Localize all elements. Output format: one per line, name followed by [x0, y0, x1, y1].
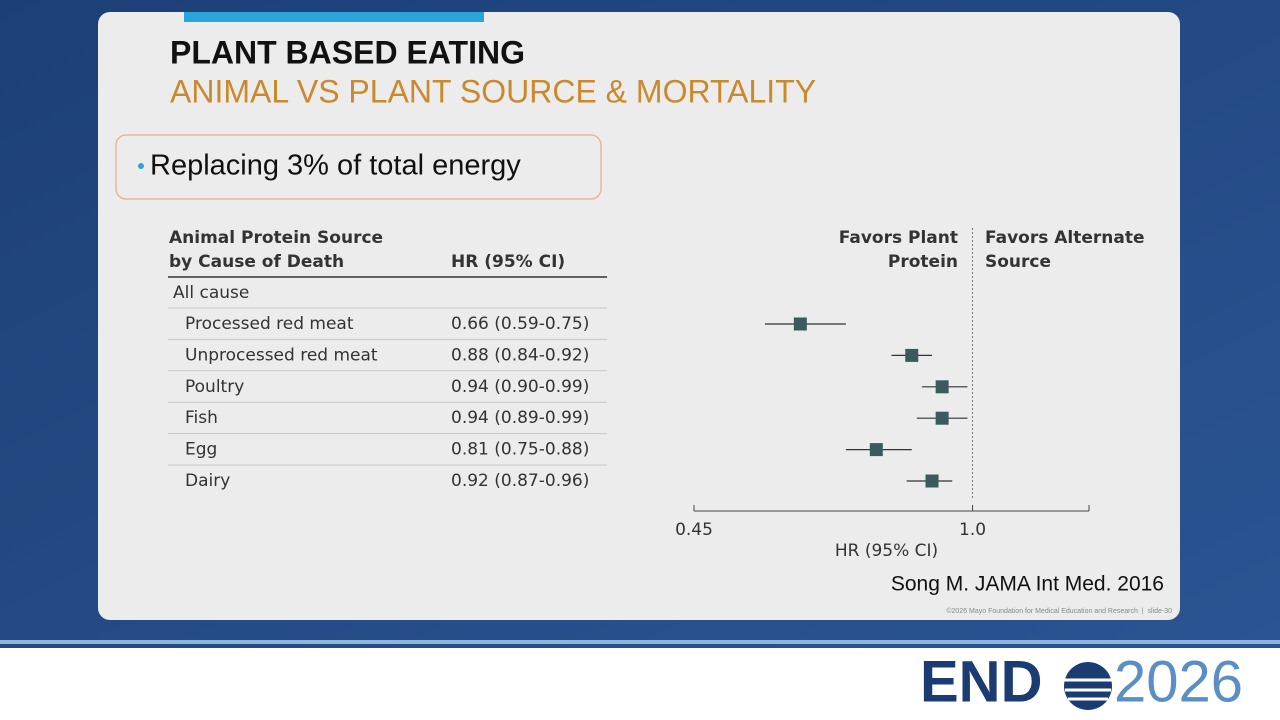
forest-plot: Animal Protein Source by Cause of Death HR…	[168, 228, 1145, 561]
point-estimate	[935, 380, 949, 394]
copyright: ©2026 Mayo Foundation for Medical Educat…	[946, 607, 1172, 615]
category-label: Processed red meat	[185, 314, 354, 334]
category-label: Egg	[185, 440, 217, 460]
value-label: 0.94 (0.89-0.99)	[451, 408, 589, 428]
bullet-box	[115, 134, 602, 200]
favors-right: Favors Alternate	[985, 228, 1145, 248]
favors-left: Protein	[888, 252, 958, 272]
point-estimate	[935, 411, 949, 425]
value-label: 0.92 (0.87-0.96)	[451, 471, 589, 491]
stripe	[0, 640, 1280, 644]
x-tick-label: 0.45	[675, 520, 713, 540]
category-label: Unprocessed red meat	[185, 345, 378, 365]
accent-bar	[184, 12, 484, 22]
point-estimate	[869, 443, 883, 457]
point-estimate	[793, 317, 807, 331]
value-label: 0.94 (0.90-0.99)	[451, 377, 589, 397]
favors-right: Source	[985, 252, 1051, 272]
bullet-text: Replacing 3% of total energy	[150, 150, 521, 182]
column-header: HR (95% CI)	[451, 252, 565, 272]
bullet-dot	[138, 163, 144, 169]
x-tick-label: 1.0	[959, 520, 986, 540]
favors-left: Favors Plant	[839, 228, 958, 248]
slide-subtitle: ANIMAL VS PLANT SOURCE & MORTALITY	[170, 73, 816, 109]
value-label: 0.88 (0.84-0.92)	[451, 345, 589, 365]
logo-globe	[1064, 662, 1112, 710]
column-header: by Cause of Death	[169, 252, 344, 272]
value-label: 0.66 (0.59-0.75)	[451, 314, 589, 334]
category-label: Poultry	[185, 377, 244, 397]
column-header: Animal Protein Source	[169, 228, 383, 248]
value-label: 0.81 (0.75-0.88)	[451, 440, 589, 460]
x-axis-label: HR (95% CI)	[835, 541, 938, 561]
logo-text: END	[920, 649, 1042, 714]
point-estimate	[925, 474, 939, 488]
group-label: All cause	[173, 283, 249, 303]
category-label: Dairy	[185, 471, 230, 491]
category-label: Fish	[185, 408, 218, 428]
logo-year: 2026	[1114, 649, 1243, 714]
point-estimate	[905, 348, 919, 362]
slide-title: PLANT BASED EATING	[170, 34, 525, 70]
citation: Song M. JAMA Int Med. 2016	[891, 573, 1164, 596]
